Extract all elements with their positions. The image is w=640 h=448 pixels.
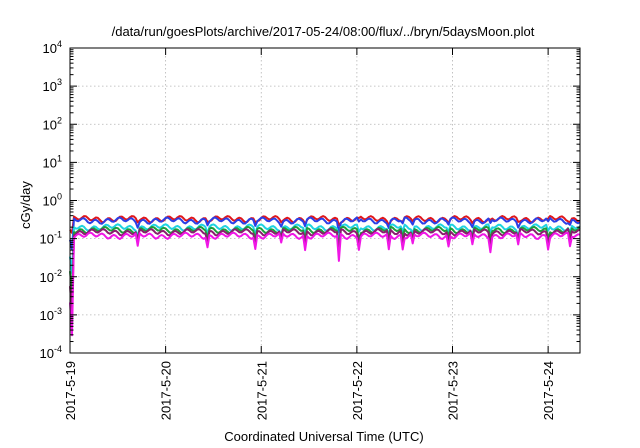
y-tick-label: 101 (43, 153, 62, 170)
y-tick-label: 10-3 (40, 306, 62, 323)
grid (70, 48, 580, 353)
y-tick-base: 10 (43, 79, 57, 94)
y-tick-base: 10 (43, 117, 57, 132)
y-tick-label: 100 (43, 192, 62, 209)
y-tick-exponent: 0 (57, 192, 62, 202)
y-tick-base: 10 (40, 346, 54, 361)
series-line-5 (69, 228, 581, 316)
y-tick-exponent: 2 (57, 115, 62, 125)
y-tick-label: 10-4 (40, 344, 62, 361)
y-tick-base: 10 (43, 155, 57, 170)
series-group (69, 215, 581, 337)
y-tick-exponent: -2 (54, 268, 62, 278)
ticks (69, 47, 580, 354)
x-tick-label: 2017-5-23 (446, 361, 461, 420)
y-tick-exponent: -1 (54, 230, 62, 240)
series-line-2 (69, 216, 581, 251)
y-axis-label: cGy/day (18, 181, 33, 229)
x-tick-label: 2017-5-22 (350, 361, 365, 420)
chart-title: /data/run/goesPlots/archive/2017-05-24/0… (112, 24, 535, 39)
y-tick-exponent: -4 (54, 344, 62, 354)
y-tick-base: 10 (43, 41, 57, 56)
y-tick-exponent: 3 (57, 77, 62, 87)
y-tick-base: 10 (40, 270, 54, 285)
y-tick-exponent: 4 (57, 39, 62, 49)
series-line-6 (69, 231, 581, 337)
y-tick-exponent: 1 (57, 153, 62, 163)
x-tick-label: 2017-5-19 (63, 361, 78, 420)
y-tick-base: 10 (40, 232, 54, 247)
y-tick-label: 10-2 (40, 268, 62, 285)
x-tick-label: 2017-5-20 (159, 361, 174, 420)
y-tick-exponent: -3 (54, 306, 62, 316)
y-tick-label: 103 (43, 77, 62, 94)
x-axis-label: Coordinated Universal Time (UTC) (224, 429, 423, 444)
y-tick-label: 104 (43, 39, 62, 56)
series-line-3 (69, 223, 581, 275)
y-tick-base: 10 (40, 308, 54, 323)
y-tick-base: 10 (43, 194, 57, 209)
x-tick-label: 2017-5-24 (541, 361, 556, 420)
y-tick-label: 10-1 (40, 230, 62, 247)
x-tick-label: 2017-5-21 (254, 361, 269, 420)
x-tick-labels: 2017-5-19 2017-5-20 2017-5-21 2017-5-22 2017… (63, 361, 556, 420)
y-tick-label: 102 (43, 115, 62, 132)
